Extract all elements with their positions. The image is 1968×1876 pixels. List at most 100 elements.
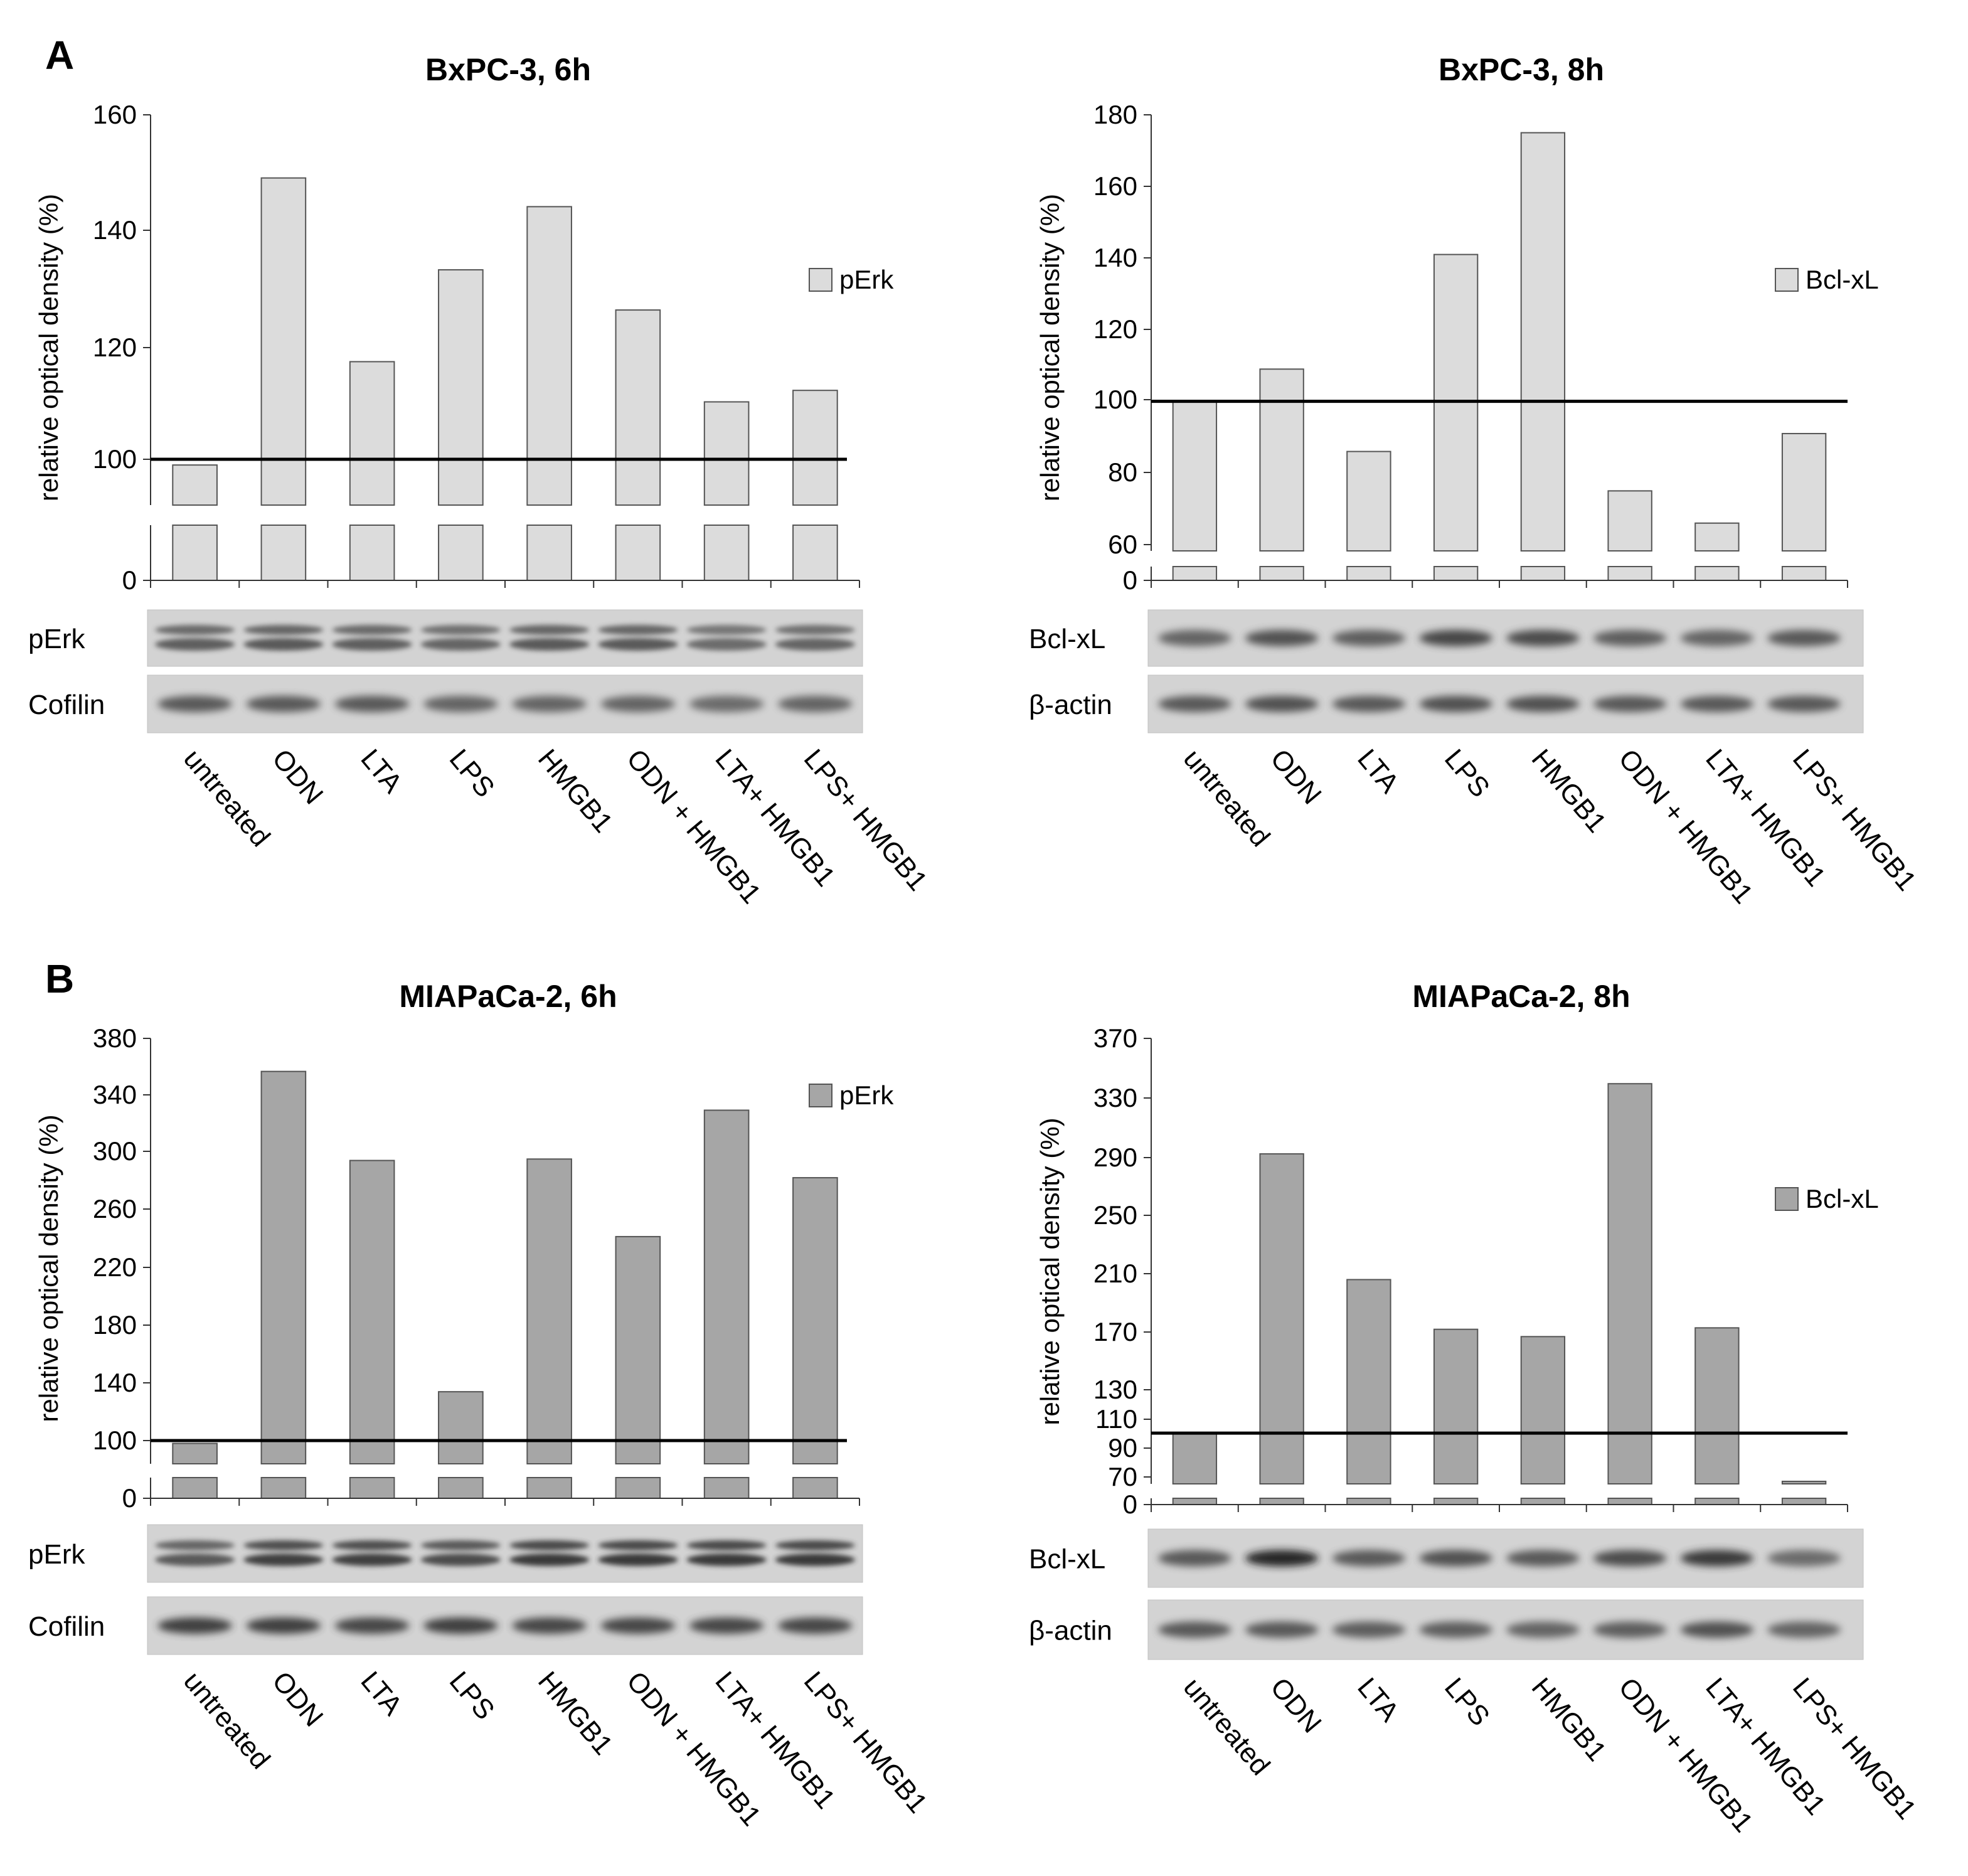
bar-odn	[1259, 1153, 1304, 1505]
chart-title: MIAPaCa-2, 6h	[399, 979, 617, 1014]
y-tick-label: 120	[1093, 314, 1137, 344]
bar-lps	[1433, 1328, 1479, 1505]
blot-strip-cofilin	[147, 674, 863, 733]
bar-lps-hmgb1	[1781, 1480, 1827, 1505]
x-tick-label-lps: LPS	[1439, 1672, 1496, 1732]
x-tick-label-lta: LTA	[354, 1666, 408, 1722]
x-tick-label-odn: ODN	[266, 743, 329, 810]
y-tick-label: 370	[1093, 1023, 1137, 1053]
legend-label: Bcl-xL	[1806, 1184, 1879, 1213]
x-tick-label-hmgb1: HMGB1	[1526, 1672, 1612, 1767]
chart-title: BxPC-3, 8h	[1439, 52, 1604, 87]
bar-odn	[260, 177, 307, 581]
legend-label: pErk	[839, 265, 894, 294]
x-tick-label-hmgb1: HMGB1	[1526, 743, 1612, 838]
x-tick-label-hmgb1: HMGB1	[532, 743, 619, 838]
legend-label: Bcl-xL	[1806, 265, 1879, 294]
legend: pErk	[809, 1080, 894, 1110]
y-tick-label: 160	[1093, 171, 1137, 201]
bar-odn	[260, 1070, 307, 1499]
bar-odn-hmgb1	[615, 1235, 661, 1499]
blot-label: Bcl-xL	[1029, 624, 1105, 654]
bar-lta	[349, 361, 395, 581]
blot-label: β-actin	[1029, 690, 1112, 720]
y-tick-label: 140	[93, 1368, 137, 1397]
legend-swatch	[1775, 1187, 1799, 1211]
y-tick-label: 340	[93, 1080, 137, 1109]
bar-odn-hmgb1	[615, 309, 661, 581]
x-tick-label-lta: LTA	[1351, 1672, 1405, 1728]
bar-hmgb1	[1520, 132, 1566, 581]
bar-untreated	[1172, 400, 1218, 581]
legend: Bcl-xL	[1775, 265, 1879, 294]
legend: pErk	[809, 265, 894, 294]
y-tick-label: 0	[1123, 1490, 1137, 1519]
x-tick-label-lta: LTA	[1351, 743, 1405, 799]
legend-swatch	[1775, 268, 1799, 292]
blot-strip-actin	[1147, 674, 1864, 733]
x-tick-label-untreated: untreated	[1178, 743, 1276, 853]
chart-miapaca2-6h: MIAPaCa-2, 6h relative optical density (%…	[28, 979, 933, 1832]
y-axis-label: relative optical density (%)	[1035, 194, 1065, 501]
y-tick-label: 330	[1093, 1083, 1137, 1112]
legend-swatch	[809, 268, 832, 292]
x-tick-label-odn: ODN	[1264, 1672, 1327, 1739]
y-tick-label: 210	[1093, 1259, 1137, 1288]
y-tick-label: 130	[1093, 1375, 1137, 1404]
bar-untreated	[1172, 1432, 1218, 1505]
y-axis-label: relative optical density (%)	[34, 1114, 63, 1422]
blot-label: pErk	[28, 1539, 85, 1570]
y-tick-label: 180	[1093, 100, 1137, 129]
blot-strip-bcl-xl	[1147, 609, 1864, 667]
bar-lta-hmgb1	[1694, 522, 1740, 581]
bar-lps-hmgb1	[792, 1177, 838, 1499]
x-tick-label-untreated: untreated	[1178, 1672, 1276, 1781]
chart-miapaca2-8h: MIAPaCa-2, 8h relative optical density (%…	[1029, 979, 1922, 1838]
blot-label: Cofilin	[28, 690, 105, 720]
y-tick-label: 260	[93, 1194, 137, 1223]
y-tick-label: 120	[93, 333, 137, 362]
y-tick-label: 100	[1093, 385, 1137, 414]
bar-lta	[1346, 450, 1391, 581]
bar-odn	[1259, 368, 1304, 581]
y-tick-label: 380	[93, 1023, 137, 1053]
y-tick-label: 100	[93, 444, 137, 474]
bar-hmgb1	[526, 206, 572, 581]
blot-label: Bcl-xL	[1029, 1544, 1105, 1575]
y-tick-label: 170	[1093, 1317, 1137, 1346]
chart-bxpc3-6h: BxPC-3, 6h relative optical density (%) 0 1…	[28, 52, 933, 910]
bar-untreated	[172, 1442, 218, 1499]
bar-hmgb1	[526, 1158, 572, 1499]
blot-label: pErk	[28, 624, 85, 654]
bar-lta	[349, 1159, 395, 1499]
bar-lta-hmgb1	[1694, 1327, 1740, 1505]
chart-title: BxPC-3, 6h	[425, 52, 591, 87]
bar-lta-hmgb1	[703, 1109, 750, 1499]
bar-lta-hmgb1	[703, 401, 750, 581]
chart-title: MIAPaCa-2, 8h	[1412, 979, 1630, 1014]
legend: Bcl-xL	[1775, 1184, 1879, 1213]
y-tick-label: 160	[93, 100, 137, 129]
bar-lps-hmgb1	[792, 390, 838, 581]
y-tick-label: 100	[93, 1426, 137, 1455]
bar-lps-hmgb1	[1781, 433, 1827, 581]
x-tick-label-lps: LPS	[444, 743, 501, 803]
blot-strip-actin	[1147, 1599, 1864, 1660]
y-tick-label: 0	[122, 565, 137, 595]
y-tick-label: 140	[93, 215, 137, 245]
x-tick-label-lta: LTA	[354, 743, 408, 799]
y-tick-label: 60	[1108, 530, 1137, 559]
blot-strip-perk	[147, 1524, 863, 1583]
x-tick-label-untreated: untreated	[178, 743, 276, 853]
legend-label: pErk	[839, 1080, 894, 1110]
x-tick-label-odn: ODN	[1264, 743, 1327, 810]
y-tick-label: 110	[1095, 1404, 1137, 1434]
y-tick-label: 180	[93, 1310, 137, 1340]
y-tick-label: 90	[1108, 1433, 1137, 1463]
x-tick-label-odn: ODN	[266, 1666, 329, 1732]
legend-swatch	[809, 1084, 832, 1107]
y-tick-label: 0	[1123, 565, 1137, 595]
y-tick-label: 0	[122, 1483, 137, 1513]
panel-letter-a: A	[45, 33, 74, 78]
